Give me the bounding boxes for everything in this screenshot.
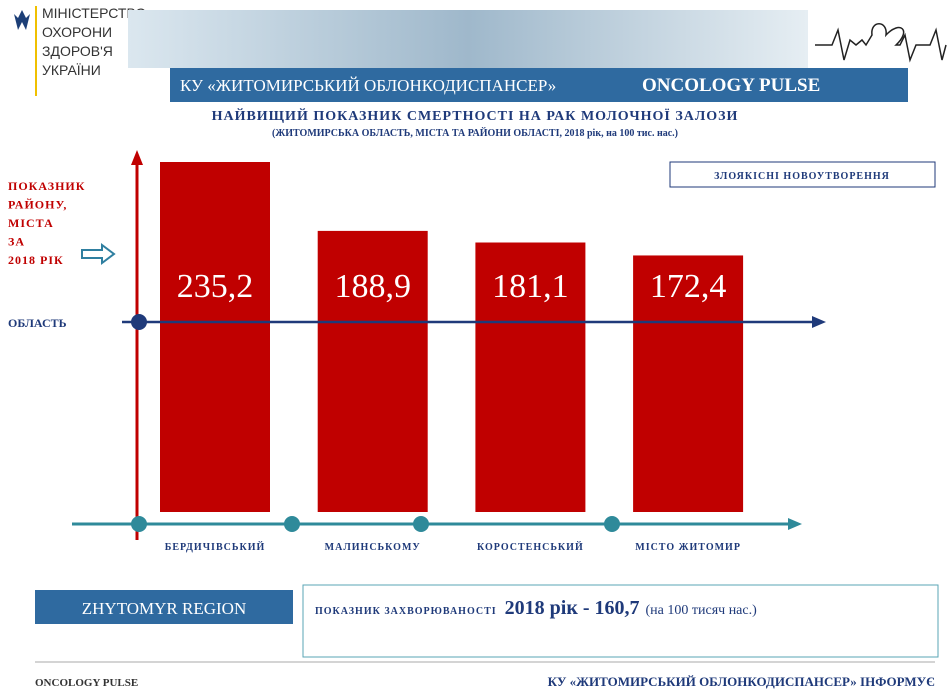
banner-image — [128, 10, 808, 68]
x-tick-label: КОРОСТЕНСЬКИЙ — [477, 541, 584, 553]
value-label: 188,9 — [334, 268, 411, 305]
pointer-arrow — [82, 245, 114, 263]
banner-title: КУ «ЖИТОМИРСЬКИЙ ОБЛОНКОДИСПАНСЕР» — [180, 76, 556, 95]
ministry-logo: МІНІСТЕРСТВО ОХОРОНИ ЗДОРОВ'Я УКРАЇНИ — [14, 5, 146, 96]
ministry-line: ОХОРОНИ — [42, 24, 112, 40]
reference-label: ОБЛАСТЬ — [8, 316, 67, 330]
page: МІНІСТЕРСТВО ОХОРОНИ ЗДОРОВ'Я УКРАЇНИ КУ… — [0, 0, 950, 691]
x-tick-label: БЕРДИЧІВСЬКИЙ — [165, 541, 266, 553]
axis-dot — [131, 516, 147, 532]
footer-left: ONCOLOGY PULSE — [35, 677, 138, 689]
value-label: 181,1 — [492, 268, 569, 305]
chart-subtitle: (ЖИТОМИРСЬКА ОБЛАСТЬ, МІСТА ТА РАЙОНИ ОБ… — [272, 127, 678, 139]
value-label: 172,4 — [650, 268, 727, 305]
axis-dot — [413, 516, 429, 532]
incidence-unit: (на 100 тисяч нас.) — [646, 603, 758, 618]
y-axis-arrow — [131, 150, 143, 165]
ministry-line: УКРАЇНИ — [42, 62, 101, 78]
incidence-box — [303, 585, 938, 657]
footer-right: КУ «ЖИТОМИРСЬКИЙ ОБЛОНКОДИСПАНСЕР» ІНФОР… — [548, 674, 935, 689]
incidence-value: 2018 рік - 160,7 — [505, 597, 640, 619]
pulse-logo — [815, 24, 946, 60]
y-label-line: 2018 РІК — [8, 253, 64, 267]
ministry-line: ЗДОРОВ'Я — [42, 43, 113, 59]
x-tick-label: МІСТО ЖИТОМИР — [635, 542, 741, 553]
reference-dot — [131, 314, 147, 330]
bar — [160, 162, 270, 512]
y-label-line: РАЙОНУ, — [8, 198, 67, 212]
y-label-line: ПОКАЗНИК — [8, 179, 85, 193]
brand: ONCOLOGY PULSE — [642, 75, 820, 96]
y-label-line: ЗА — [8, 235, 25, 249]
value-label: 235,2 — [177, 268, 254, 305]
axis-dot — [284, 516, 300, 532]
x-axis-arrow — [788, 518, 802, 530]
axis-dot — [604, 516, 620, 532]
region: ZHYTOMYR REGION — [82, 599, 247, 618]
badge: ЗЛОЯКІСНІ НОВОУТВОРЕННЯ — [714, 171, 890, 182]
x-tick-label: МАЛИНСЬКОМУ — [325, 542, 421, 553]
reference-arrow — [812, 316, 826, 328]
incidence-label: ПОКАЗНИК ЗАХВОРЮВАНОСТІ — [315, 606, 497, 617]
chart-title: НАЙВИЩИЙ ПОКАЗНИК СМЕРТНОСТІ НА РАК МОЛО… — [212, 107, 739, 124]
y-label-line: МІСТА — [8, 216, 54, 230]
